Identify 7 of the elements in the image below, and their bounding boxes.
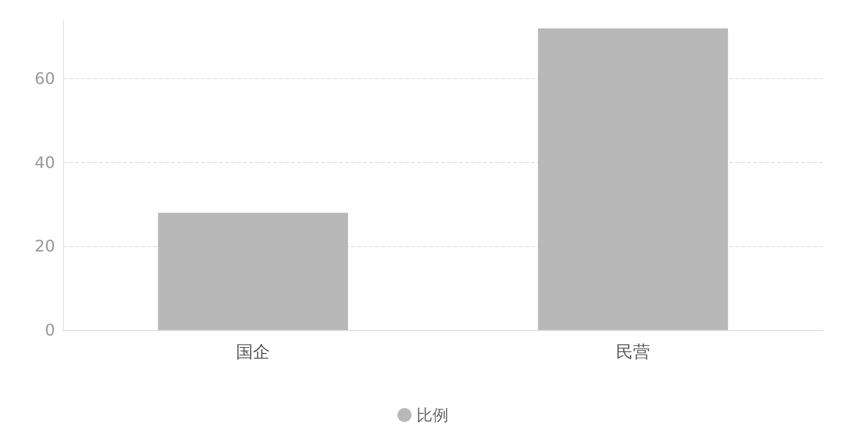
y-tick-label: 40 xyxy=(34,152,55,172)
y-tick-label: 60 xyxy=(34,69,55,88)
legend-label: 比例 xyxy=(416,406,448,424)
x-tick-label: 国企 xyxy=(236,342,270,362)
y-tick-label: 0 xyxy=(44,320,55,340)
x-tick-label: 民营 xyxy=(616,342,650,362)
y-tick-label: 20 xyxy=(34,236,55,256)
